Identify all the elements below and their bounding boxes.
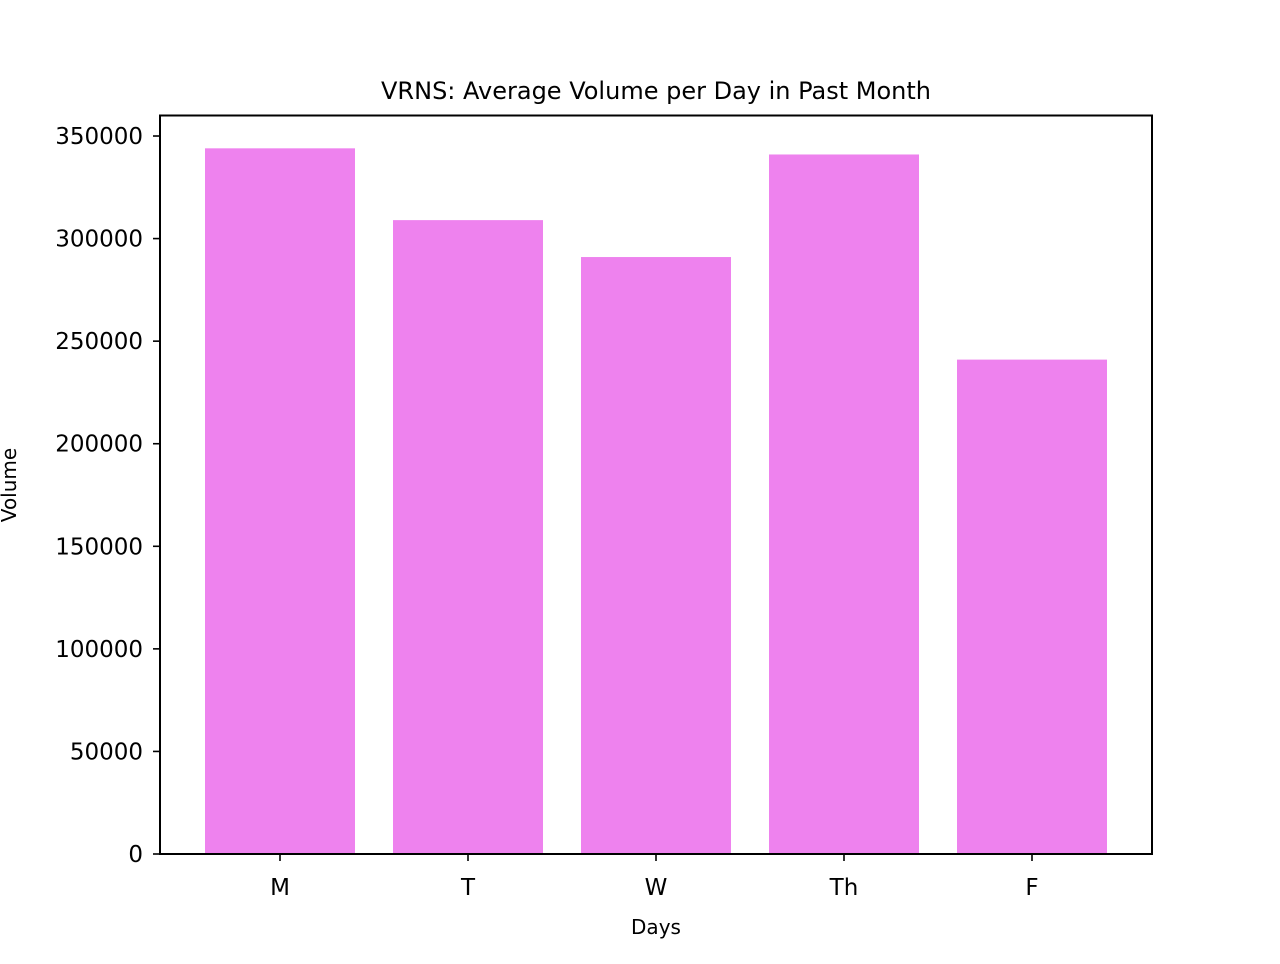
y-axis-label: Volume <box>0 448 21 522</box>
x-tick-label: F <box>1025 875 1038 901</box>
y-tick-label: 150000 <box>55 534 143 560</box>
x-tick-label: T <box>460 875 476 901</box>
bar-m <box>205 148 355 855</box>
y-tick-label: 100000 <box>55 637 143 663</box>
plot-frame <box>159 114 1153 855</box>
x-tick-label: M <box>270 875 290 901</box>
bar-t <box>393 220 543 854</box>
y-tick-label: 350000 <box>55 124 143 150</box>
y-axis: 0 50000 100000 150000 200000 250000 300000 3500… <box>55 124 160 868</box>
x-tick-label: Th <box>829 875 859 901</box>
x-tick-label: W <box>645 875 668 901</box>
bars-layer <box>205 148 1107 855</box>
bar-f <box>957 359 1107 854</box>
y-tick-label: 200000 <box>55 432 143 458</box>
y-tick-label: 250000 <box>55 329 143 355</box>
x-axis: M T W Th F <box>270 854 1039 901</box>
bar-th <box>769 154 919 855</box>
chart-title: VRNS: Average Volume per Day in Past Mon… <box>381 77 931 105</box>
bar-w <box>581 257 731 854</box>
y-tick-label: 50000 <box>70 739 143 765</box>
y-tick-label: 0 <box>128 842 143 868</box>
y-tick-label: 300000 <box>55 227 143 253</box>
x-axis-label: Days <box>631 915 681 939</box>
